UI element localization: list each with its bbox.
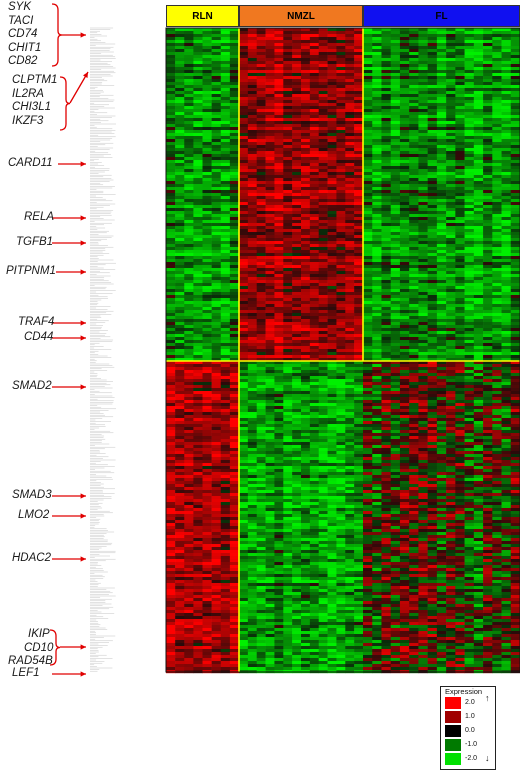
gene-label-il2ra: IL2RA bbox=[12, 87, 44, 100]
gene-label-ikzf3: IKZF3 bbox=[12, 114, 44, 127]
gene-list-column bbox=[90, 27, 116, 672]
gene-label-traf4: TRAF4 bbox=[18, 316, 55, 328]
gene-label-cd44: CD44 bbox=[24, 331, 54, 343]
heatmap-cells bbox=[166, 28, 520, 674]
legend-value-0: 0.0 bbox=[465, 727, 475, 734]
legend-swatch-2 bbox=[445, 697, 461, 709]
legend-value-2: 2.0 bbox=[465, 699, 475, 706]
heatmap-frame bbox=[165, 27, 520, 673]
arrow-down-icon: ↓ bbox=[485, 753, 490, 763]
gene-label-taci: TACI bbox=[8, 14, 34, 27]
gene-label-tgfb1: TGFB1 bbox=[16, 236, 54, 248]
gene-label-card11: CARD11 bbox=[8, 157, 53, 169]
arrow-hdac2 bbox=[52, 556, 86, 562]
legend-value-1: 1.0 bbox=[465, 713, 475, 720]
gene-label-lmo2: LMO2 bbox=[18, 509, 50, 521]
gene-label-cd82: CD82 bbox=[8, 55, 38, 68]
arrow-smad2 bbox=[52, 384, 86, 390]
legend-swatch-minus1 bbox=[445, 739, 461, 751]
arrow-group-2 bbox=[69, 71, 89, 104]
gene-label-chi3l1: CHI3L1 bbox=[12, 101, 51, 114]
arrow-up-icon: ↑ bbox=[485, 693, 490, 703]
gene-label-lef1: LEF1 bbox=[12, 667, 40, 679]
gene-label-pitpnm1: PITPNM1 bbox=[6, 265, 56, 277]
arrow-rela bbox=[52, 215, 86, 221]
legend-title: Expression bbox=[445, 687, 483, 696]
gene-group-3: IKIP CD10 RAD54B bbox=[8, 628, 53, 669]
arrow-cd44 bbox=[52, 335, 86, 341]
gene-label-smad2: SMAD2 bbox=[12, 380, 52, 392]
legend-swatch-1 bbox=[445, 711, 461, 723]
arrow-lmo2 bbox=[52, 513, 86, 519]
bracket-group-1 bbox=[51, 3, 63, 67]
gene-label-clptm1: CLPTM1 bbox=[12, 74, 58, 86]
gene-label-cd74: CD74 bbox=[8, 28, 38, 41]
column-header-nmzl: NMZL bbox=[239, 5, 363, 27]
arrow-tgfb1 bbox=[52, 240, 86, 246]
gene-label-syk: SYK bbox=[8, 1, 32, 13]
column-header-rln: RLN bbox=[166, 5, 239, 27]
gene-label-chit1: CHIT1 bbox=[8, 41, 42, 54]
legend-value-minus2: -2.0 bbox=[465, 755, 478, 762]
legend-swatch-0 bbox=[445, 725, 461, 737]
color-scale-legend: Expression 2.0 1.0 0.0 -1.0 -2.0 ↑ ↓ bbox=[440, 686, 496, 770]
gene-label-smad3: SMAD3 bbox=[12, 489, 52, 501]
gene-label-rad54b: RAD54B bbox=[8, 655, 53, 668]
arrow-smad3 bbox=[52, 493, 86, 499]
gene-label-hdac2: HDAC2 bbox=[12, 552, 51, 564]
arrow-traf4 bbox=[52, 320, 86, 326]
bracket-group-2 bbox=[59, 76, 71, 131]
arrow-group-1 bbox=[62, 32, 86, 38]
gene-group-2: CLPTM1 IL2RA CHI3L1 IKZF3 bbox=[12, 74, 57, 128]
arrow-pitpnm1 bbox=[56, 269, 86, 275]
arrow-lef1 bbox=[52, 671, 86, 677]
gene-label-ikip: IKIP bbox=[28, 628, 50, 640]
arrow-card11 bbox=[58, 161, 86, 167]
annotation-arrows bbox=[49, 3, 89, 677]
arrow-group-3 bbox=[60, 644, 86, 650]
legend-swatch-minus2 bbox=[445, 753, 461, 765]
gene-label-rela: RELA bbox=[24, 211, 55, 223]
cluster-separators bbox=[166, 28, 520, 672]
legend-value-minus1: -1.0 bbox=[465, 741, 478, 748]
column-header-fl: FL bbox=[363, 5, 520, 27]
gene-group-1: SYK TACI CD74 CHIT1 CD82 bbox=[8, 1, 41, 69]
gene-label-cd10: CD10 bbox=[24, 641, 54, 654]
